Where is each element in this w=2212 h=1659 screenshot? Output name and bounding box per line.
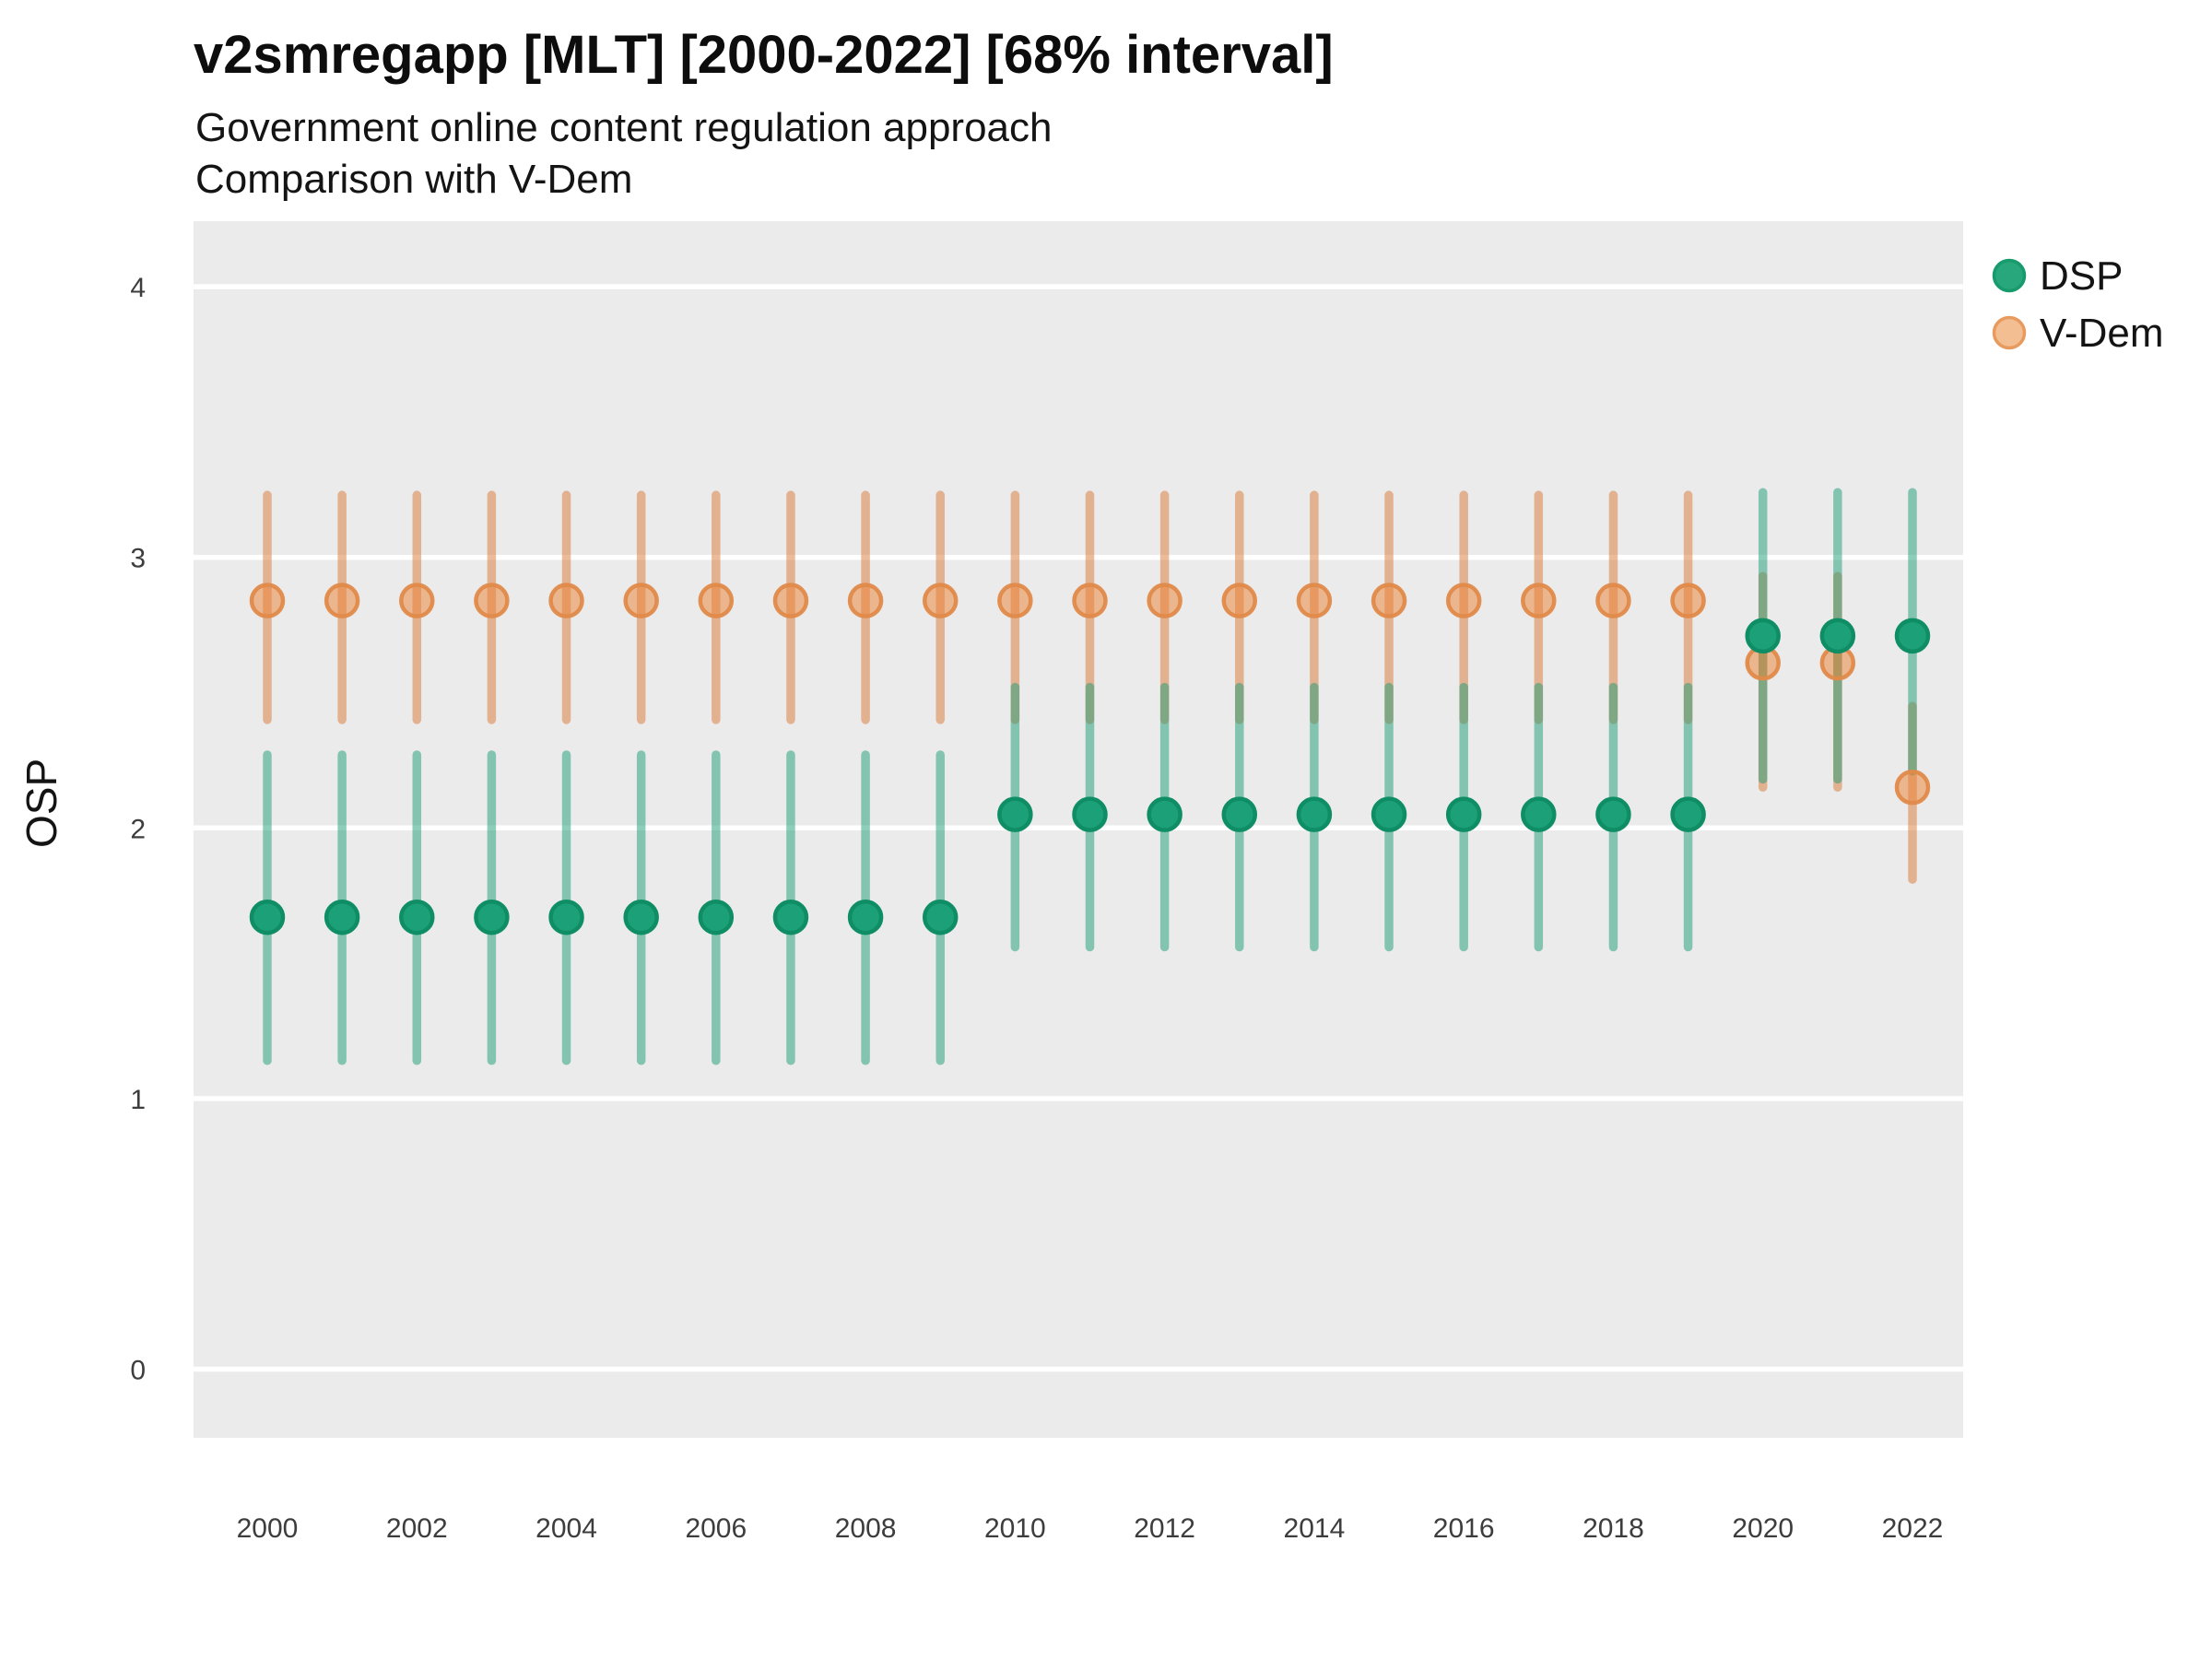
legend-label-v-dem: V-Dem xyxy=(2040,311,2163,356)
x-tick-label-2016: 2016 xyxy=(1433,1513,1495,1544)
legend-swatch-dsp xyxy=(1992,258,2027,293)
data-point-dsp-2022 xyxy=(1894,618,1931,654)
y-axis-title: OSP xyxy=(18,758,65,848)
x-tick-label-2002: 2002 xyxy=(386,1513,448,1544)
x-tick-label-2014: 2014 xyxy=(1284,1513,1346,1544)
x-tick-label-2006: 2006 xyxy=(685,1513,747,1544)
data-point-dsp-2006 xyxy=(698,899,735,935)
data-point-dsp-2002 xyxy=(399,899,435,935)
data-point-v-dem-2009 xyxy=(922,582,959,618)
x-tick-label-2008: 2008 xyxy=(835,1513,897,1544)
data-point-v-dem-2018 xyxy=(1595,582,1631,618)
data-point-v-dem-2015 xyxy=(1371,582,1407,618)
data-point-v-dem-2010 xyxy=(997,582,1033,618)
y-tick-label-3: 3 xyxy=(130,544,146,574)
data-point-v-dem-2001 xyxy=(324,582,360,618)
data-point-dsp-2010 xyxy=(997,796,1033,832)
x-tick-label-2018: 2018 xyxy=(1583,1513,1644,1544)
x-tick-label-2010: 2010 xyxy=(984,1513,1046,1544)
data-point-v-dem-2013 xyxy=(1221,582,1258,618)
data-point-dsp-2017 xyxy=(1521,796,1557,832)
data-point-dsp-2009 xyxy=(922,899,959,935)
data-point-dsp-2021 xyxy=(1819,618,1856,654)
data-point-v-dem-2014 xyxy=(1296,582,1333,618)
data-point-dsp-2005 xyxy=(623,899,659,935)
data-point-v-dem-2005 xyxy=(623,582,659,618)
data-point-dsp-2013 xyxy=(1221,796,1258,832)
data-point-v-dem-2019 xyxy=(1670,582,1706,618)
data-point-v-dem-2003 xyxy=(474,582,510,618)
data-point-dsp-2020 xyxy=(1745,618,1781,654)
x-tick-label-2020: 2020 xyxy=(1732,1513,1794,1544)
legend-label-dsp: DSP xyxy=(2040,253,2123,299)
data-point-v-dem-2002 xyxy=(399,582,435,618)
data-point-dsp-2007 xyxy=(772,899,809,935)
data-point-dsp-2011 xyxy=(1072,796,1108,832)
data-point-v-dem-2017 xyxy=(1521,582,1557,618)
data-point-dsp-2001 xyxy=(324,899,360,935)
data-point-v-dem-2012 xyxy=(1147,582,1182,618)
data-point-dsp-2019 xyxy=(1670,796,1706,832)
chart-subtitle: Government online content regulation app… xyxy=(195,105,1053,150)
x-tick-label-2004: 2004 xyxy=(535,1513,597,1544)
y-tick-label-1: 1 xyxy=(130,1085,146,1115)
data-point-dsp-2014 xyxy=(1296,796,1333,832)
data-point-v-dem-2007 xyxy=(772,582,809,618)
x-tick-label-2012: 2012 xyxy=(1134,1513,1195,1544)
data-point-dsp-2018 xyxy=(1595,796,1631,832)
chart-title: v2smregapp [MLT] [2000-2022] [68% interv… xyxy=(194,25,1334,85)
data-point-dsp-2008 xyxy=(847,899,884,935)
x-tick-label-2022: 2022 xyxy=(1882,1513,1944,1544)
x-tick-label-2000: 2000 xyxy=(237,1513,299,1544)
data-point-v-dem-2022 xyxy=(1894,770,1931,806)
data-point-v-dem-2011 xyxy=(1072,582,1108,618)
y-tick-label-4: 4 xyxy=(130,273,146,303)
data-point-dsp-2015 xyxy=(1371,796,1407,832)
data-point-v-dem-2016 xyxy=(1445,582,1482,618)
data-point-v-dem-2000 xyxy=(249,582,286,618)
data-point-dsp-2000 xyxy=(249,899,286,935)
legend-swatch-v-dem xyxy=(1992,315,2027,350)
data-point-dsp-2004 xyxy=(548,899,584,935)
y-tick-label-2: 2 xyxy=(130,814,146,844)
chart-subtitle-2: Comparison with V-Dem xyxy=(195,157,633,202)
data-point-v-dem-2006 xyxy=(698,582,735,618)
data-point-v-dem-2008 xyxy=(847,582,884,618)
data-point-v-dem-2004 xyxy=(548,582,584,618)
data-point-dsp-2003 xyxy=(474,899,510,935)
y-tick-label-0: 0 xyxy=(130,1356,146,1386)
data-point-dsp-2016 xyxy=(1445,796,1482,832)
data-point-dsp-2012 xyxy=(1147,796,1182,832)
